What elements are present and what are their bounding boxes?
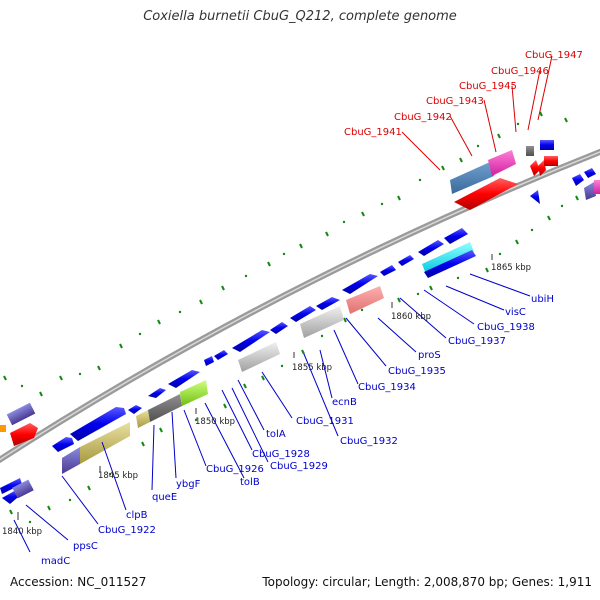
gene-feature bbox=[62, 447, 80, 474]
gene-feature bbox=[10, 423, 38, 446]
gene-label: CbuG_1932 bbox=[340, 436, 398, 447]
gene-feature bbox=[544, 156, 558, 166]
gene-label: CbuG_1935 bbox=[388, 366, 446, 377]
kbp-label: 1840 kbp bbox=[2, 527, 42, 537]
gene-label: CbuG_1922 bbox=[98, 525, 156, 536]
kbp-label: 1845 kbp bbox=[98, 471, 138, 481]
gene-feature bbox=[70, 407, 126, 441]
gene-feature bbox=[342, 274, 378, 294]
gene-feature bbox=[444, 228, 468, 244]
gene-feature bbox=[398, 255, 414, 266]
reverse-strand-genes bbox=[0, 146, 600, 504]
gene-feature bbox=[238, 342, 280, 372]
gene-feature bbox=[6, 402, 36, 426]
gene-label: ecnB bbox=[332, 397, 357, 408]
kbp-label: 1855 kbp bbox=[292, 363, 332, 373]
gene-label: CbuG_1928 bbox=[252, 449, 310, 460]
gene-labels-red: CbuG_1941 CbuG_1942 CbuG_1943 CbuG_1945 … bbox=[344, 50, 583, 138]
gene-feature bbox=[128, 405, 142, 414]
gene-label: CbuG_1941 bbox=[344, 127, 402, 138]
gene-label: CbuG_1937 bbox=[448, 336, 506, 347]
gene-label: ppsC bbox=[73, 541, 98, 552]
gene-feature bbox=[136, 410, 150, 428]
gene-feature bbox=[300, 306, 344, 338]
gene-label: madC bbox=[41, 556, 70, 567]
gene-label: CbuG_1938 bbox=[477, 322, 535, 333]
gene-labels: madC ppsC CbuG_1922 clpB queE ybgF CbuG_… bbox=[41, 294, 554, 567]
gene-feature bbox=[450, 162, 494, 194]
gene-feature bbox=[148, 394, 182, 422]
gene-feature bbox=[290, 306, 316, 322]
forward-strand-genes bbox=[0, 140, 596, 452]
gene-feature bbox=[418, 240, 444, 256]
gene-feature bbox=[540, 140, 554, 150]
gene-feature bbox=[454, 178, 518, 210]
kbp-label: 1865 kbp bbox=[491, 263, 531, 273]
gene-label: CbuG_1942 bbox=[394, 112, 452, 123]
feature-dots bbox=[20, 122, 564, 524]
gene-label: CbuG_1926 bbox=[206, 464, 264, 475]
gene-label: CbuG_1945 bbox=[459, 81, 517, 92]
gene-feature bbox=[52, 437, 74, 452]
gene-feature bbox=[584, 168, 596, 178]
gene-feature bbox=[584, 182, 596, 200]
gene-label-leaders-red bbox=[401, 55, 553, 171]
gene-label: clpB bbox=[126, 510, 148, 521]
gene-feature bbox=[270, 322, 288, 334]
gene-feature bbox=[594, 180, 600, 194]
gene-label: CbuG_1929 bbox=[270, 461, 328, 472]
gene-label: CbuG_1947 bbox=[525, 50, 583, 61]
gene-label-leaders bbox=[13, 273, 531, 553]
gene-feature bbox=[526, 146, 534, 156]
gene-feature bbox=[316, 297, 340, 310]
gene-feature bbox=[80, 422, 130, 464]
gene-feature bbox=[0, 425, 6, 432]
gene-feature bbox=[422, 242, 474, 274]
gene-feature bbox=[380, 265, 396, 276]
kbp-label: 1850 kbp bbox=[195, 417, 235, 427]
gene-feature bbox=[346, 286, 384, 314]
gene-label: proS bbox=[418, 350, 441, 361]
gene-feature bbox=[214, 350, 228, 360]
gene-label: tolA bbox=[266, 429, 286, 440]
gene-label: queE bbox=[152, 492, 177, 503]
gene-feature bbox=[530, 160, 540, 176]
kbp-label: 1860 kbp bbox=[391, 312, 431, 322]
gene-feature bbox=[204, 356, 214, 366]
gene-feature bbox=[12, 479, 34, 499]
gene-feature bbox=[0, 478, 22, 494]
gene-label: CbuG_1934 bbox=[358, 382, 416, 393]
genome-backbone-highlight bbox=[0, 151, 600, 461]
map-title: Coxiella burnetii CbuG_Q212, complete ge… bbox=[143, 9, 457, 24]
gene-label: CbuG_1943 bbox=[426, 96, 484, 107]
gene-feature bbox=[530, 190, 540, 204]
gene-label: CbuG_1931 bbox=[296, 416, 354, 427]
gene-feature bbox=[572, 174, 584, 186]
gene-label: tolB bbox=[240, 477, 260, 488]
gene-label: CbuG_1946 bbox=[491, 66, 549, 77]
gene-feature bbox=[424, 250, 476, 278]
gene-feature bbox=[168, 370, 200, 388]
gene-feature bbox=[232, 330, 270, 352]
kbp-scale: 1840 kbp 1845 kbp 1850 kbp 1855 kbp 1860… bbox=[2, 254, 531, 537]
gene-feature bbox=[148, 388, 166, 398]
accession-text: Accession: NC_011527 bbox=[10, 575, 147, 589]
gene-feature bbox=[180, 380, 208, 406]
gene-feature bbox=[488, 150, 516, 176]
gene-label: ybgF bbox=[176, 479, 201, 490]
gene-label: ubiH bbox=[531, 294, 554, 305]
gene-label: visC bbox=[505, 307, 526, 318]
topology-text: Topology: circular; Length: 2,008,870 bp… bbox=[262, 575, 592, 589]
